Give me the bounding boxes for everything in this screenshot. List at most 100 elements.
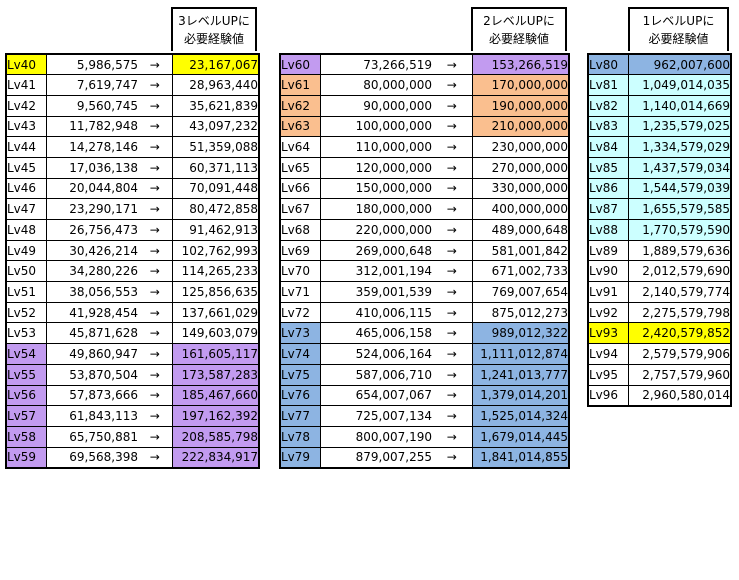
- level-cell: Lv64: [280, 136, 321, 158]
- current-exp-cell: 654,007,067: [320, 384, 432, 406]
- required-exp-cell: 1,241,013,777: [471, 363, 569, 385]
- level-cell: Lv54: [6, 343, 47, 365]
- table-row: Lv67 180,000,000 → 400,000,000: [280, 198, 569, 220]
- level-cell: Lv88: [588, 219, 629, 241]
- required-exp-cell: 2,420,579,852: [628, 322, 731, 344]
- arrow-icon: →: [432, 301, 472, 323]
- table-row: Lv70 312,001,194 → 671,002,733: [280, 260, 569, 282]
- level-cell: Lv80: [588, 54, 629, 75]
- required-exp-cell: 1,655,579,585: [628, 198, 731, 220]
- required-exp-cell: 1,841,014,855: [471, 446, 569, 468]
- current-exp-cell: 800,007,190: [320, 425, 432, 448]
- level-cell: Lv70: [280, 260, 321, 282]
- level-cell: Lv63: [280, 115, 321, 137]
- current-exp-cell: 38,056,553: [46, 281, 138, 303]
- table-row: Lv46 20,044,804 → 70,091,448: [6, 177, 259, 199]
- current-exp-cell: 725,007,134: [320, 405, 432, 427]
- table-row: Lv56 57,873,666 → 185,467,660: [6, 384, 259, 406]
- required-exp-cell: 208,585,798: [171, 425, 259, 448]
- required-exp-cell: 222,834,917: [171, 446, 259, 468]
- arrow-icon: →: [138, 343, 172, 365]
- current-exp-cell: 61,843,113: [46, 405, 138, 427]
- required-exp-cell: 2,275,579,798: [628, 301, 731, 323]
- required-exp-cell: 1,889,579,636: [628, 239, 731, 261]
- arrow-icon: →: [432, 74, 472, 96]
- level-cell: Lv84: [588, 136, 629, 158]
- table-row: Lv80 962,007,600: [588, 54, 731, 75]
- table-row: Lv61 80,000,000 → 170,000,000: [280, 74, 569, 96]
- level-cell: Lv49: [6, 239, 47, 261]
- level-cell: Lv83: [588, 115, 629, 137]
- required-exp-cell: 60,371,113: [171, 156, 259, 179]
- current-exp-cell: 120,000,000: [320, 156, 432, 179]
- level-cell: Lv81: [588, 74, 629, 96]
- level-cell: Lv76: [280, 384, 321, 406]
- table-row: Lv94 2,579,579,906: [588, 343, 731, 365]
- required-exp-cell: 35,621,839: [171, 94, 259, 117]
- current-exp-cell: 41,928,454: [46, 301, 138, 323]
- current-exp-cell: 180,000,000: [320, 198, 432, 220]
- arrow-icon: →: [432, 219, 472, 241]
- exp-table-3-level: Lv40 5,986,575 → 23,167,067 Lv41 7,619,747 → 28…: [5, 53, 260, 469]
- level-cell: Lv42: [6, 94, 47, 117]
- table1-header-line1: 3レベルUPに: [178, 14, 250, 28]
- required-exp-cell: 400,000,000: [471, 198, 569, 220]
- arrow-icon: →: [432, 94, 472, 117]
- arrow-icon: →: [432, 115, 472, 137]
- required-exp-cell: 70,091,448: [171, 177, 259, 199]
- table-row: Lv55 53,870,504 → 173,587,283: [6, 363, 259, 385]
- required-exp-cell: 1,770,579,590: [628, 219, 731, 241]
- level-cell: Lv46: [6, 177, 47, 199]
- level-cell: Lv82: [588, 94, 629, 117]
- required-exp-cell: 2,012,579,690: [628, 260, 731, 282]
- arrow-icon: →: [432, 177, 472, 199]
- table-row: Lv49 30,426,214 → 102,762,993: [6, 239, 259, 261]
- table-row: Lv75 587,006,710 → 1,241,013,777: [280, 363, 569, 385]
- arrow-icon: →: [138, 260, 172, 282]
- required-exp-cell: 170,000,000: [471, 74, 569, 96]
- arrow-icon: →: [138, 74, 172, 96]
- table-row: Lv88 1,770,579,590: [588, 219, 731, 241]
- level-cell: Lv93: [588, 322, 629, 344]
- arrow-icon: →: [446, 57, 457, 72]
- table3-header-line2: 必要経験値: [648, 32, 709, 46]
- table-row: Lv43 11,782,948 → 43,097,232: [6, 115, 259, 137]
- current-exp-cell: 23,290,171: [46, 198, 138, 220]
- current-exp-cell: 312,001,194: [320, 260, 432, 282]
- required-exp-cell: 185,467,660: [171, 384, 259, 406]
- arrow-icon: →: [432, 136, 472, 158]
- table2-header-line1: 2レベルUPに: [483, 14, 555, 28]
- required-exp-cell: 1,679,014,445: [471, 425, 569, 448]
- table-row: Lv68 220,000,000 → 489,000,648: [280, 219, 569, 241]
- required-exp-cell: 1,379,014,201: [471, 384, 569, 406]
- required-exp-cell: 671,002,733: [471, 260, 569, 282]
- required-exp-cell: 1,544,579,039: [628, 177, 731, 199]
- current-exp-cell: 80,000,000: [320, 74, 432, 96]
- table3-header: 1レベルUPに 必要経験値: [628, 7, 729, 51]
- arrow-icon: →: [432, 281, 472, 303]
- required-exp-cell: 581,001,842: [471, 239, 569, 261]
- table3-header-line1: 1レベルUPに: [642, 14, 715, 28]
- level-cell: Lv73: [280, 322, 321, 344]
- arrow-icon: →: [138, 384, 172, 406]
- current-exp-cell: 100,000,000: [320, 115, 432, 137]
- required-exp-cell: 190,000,000: [471, 94, 569, 117]
- required-exp-cell: 769,007,654: [471, 281, 569, 303]
- table-row: Lv62 90,000,000 → 190,000,000: [280, 94, 569, 117]
- current-exp-cell: 73,266,519: [363, 57, 432, 72]
- current-exp-cell: 150,000,000: [320, 177, 432, 199]
- arrow-icon: →: [138, 446, 172, 468]
- arrow-icon: →: [138, 115, 172, 137]
- table-row: Lv44 14,278,146 → 51,359,088: [6, 136, 259, 158]
- arrow-icon: →: [432, 260, 472, 282]
- level-cell: Lv78: [280, 425, 321, 448]
- table-row: Lv60 73,266,519 → 153,266,519: [280, 54, 569, 75]
- table-row: Lv92 2,275,579,798: [588, 301, 731, 323]
- required-exp-cell: 2,960,580,014: [628, 384, 731, 406]
- required-exp-cell: 149,603,079: [171, 322, 259, 344]
- level-cell: Lv86: [588, 177, 629, 199]
- current-exp-cell: 7,619,747: [46, 74, 138, 96]
- table-row: Lv57 61,843,113 → 197,162,392: [6, 405, 259, 427]
- table-row: Lv95 2,757,579,960: [588, 363, 731, 385]
- current-exp-cell: 879,007,255: [320, 446, 432, 468]
